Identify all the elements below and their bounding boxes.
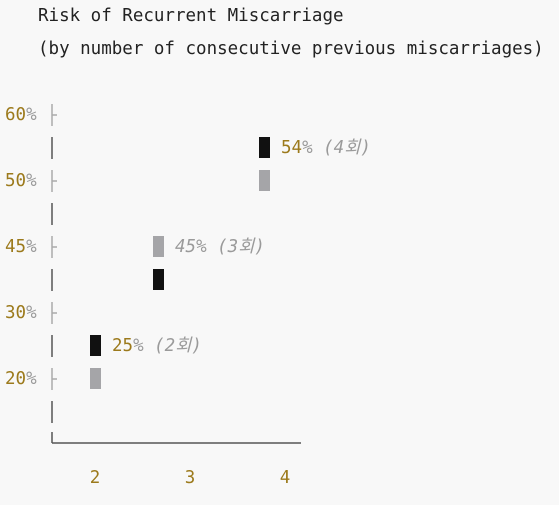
text-part: 45 (5, 237, 26, 257)
y-label: 30% (5, 303, 37, 323)
y-axis (51, 104, 301, 444)
annotation: 54% (4회) (281, 138, 371, 158)
annotation: 25% (2회) (112, 336, 202, 356)
text-part: % (2회) (133, 336, 202, 356)
text-part: 60 (5, 105, 26, 125)
x-label: 2 (90, 468, 101, 488)
y-label: 60% (5, 105, 37, 125)
annotation: 45% (3회) (175, 237, 265, 257)
text-part: % (4회) (302, 138, 371, 158)
text-part: % (26, 303, 37, 323)
chart-subtitle: (by number of consecutive previous misca… (38, 39, 544, 59)
x-label: 3 (185, 468, 196, 488)
x-label: 4 (280, 468, 291, 488)
text-part: 20 (5, 369, 26, 389)
chart-title: Risk of Recurrent Miscarriage (38, 6, 344, 26)
text-part: 54 (281, 138, 302, 158)
text-part: 30 (5, 303, 26, 323)
text-part: % (26, 237, 37, 257)
text-part: 50 (5, 171, 26, 191)
y-label: 20% (5, 369, 37, 389)
y-label: 45% (5, 237, 37, 257)
text-part: % (26, 171, 37, 191)
text-part: % (26, 369, 37, 389)
text-part: % (26, 105, 37, 125)
text-part: 25 (112, 336, 133, 356)
y-label: 50% (5, 171, 37, 191)
blocks (90, 137, 270, 389)
